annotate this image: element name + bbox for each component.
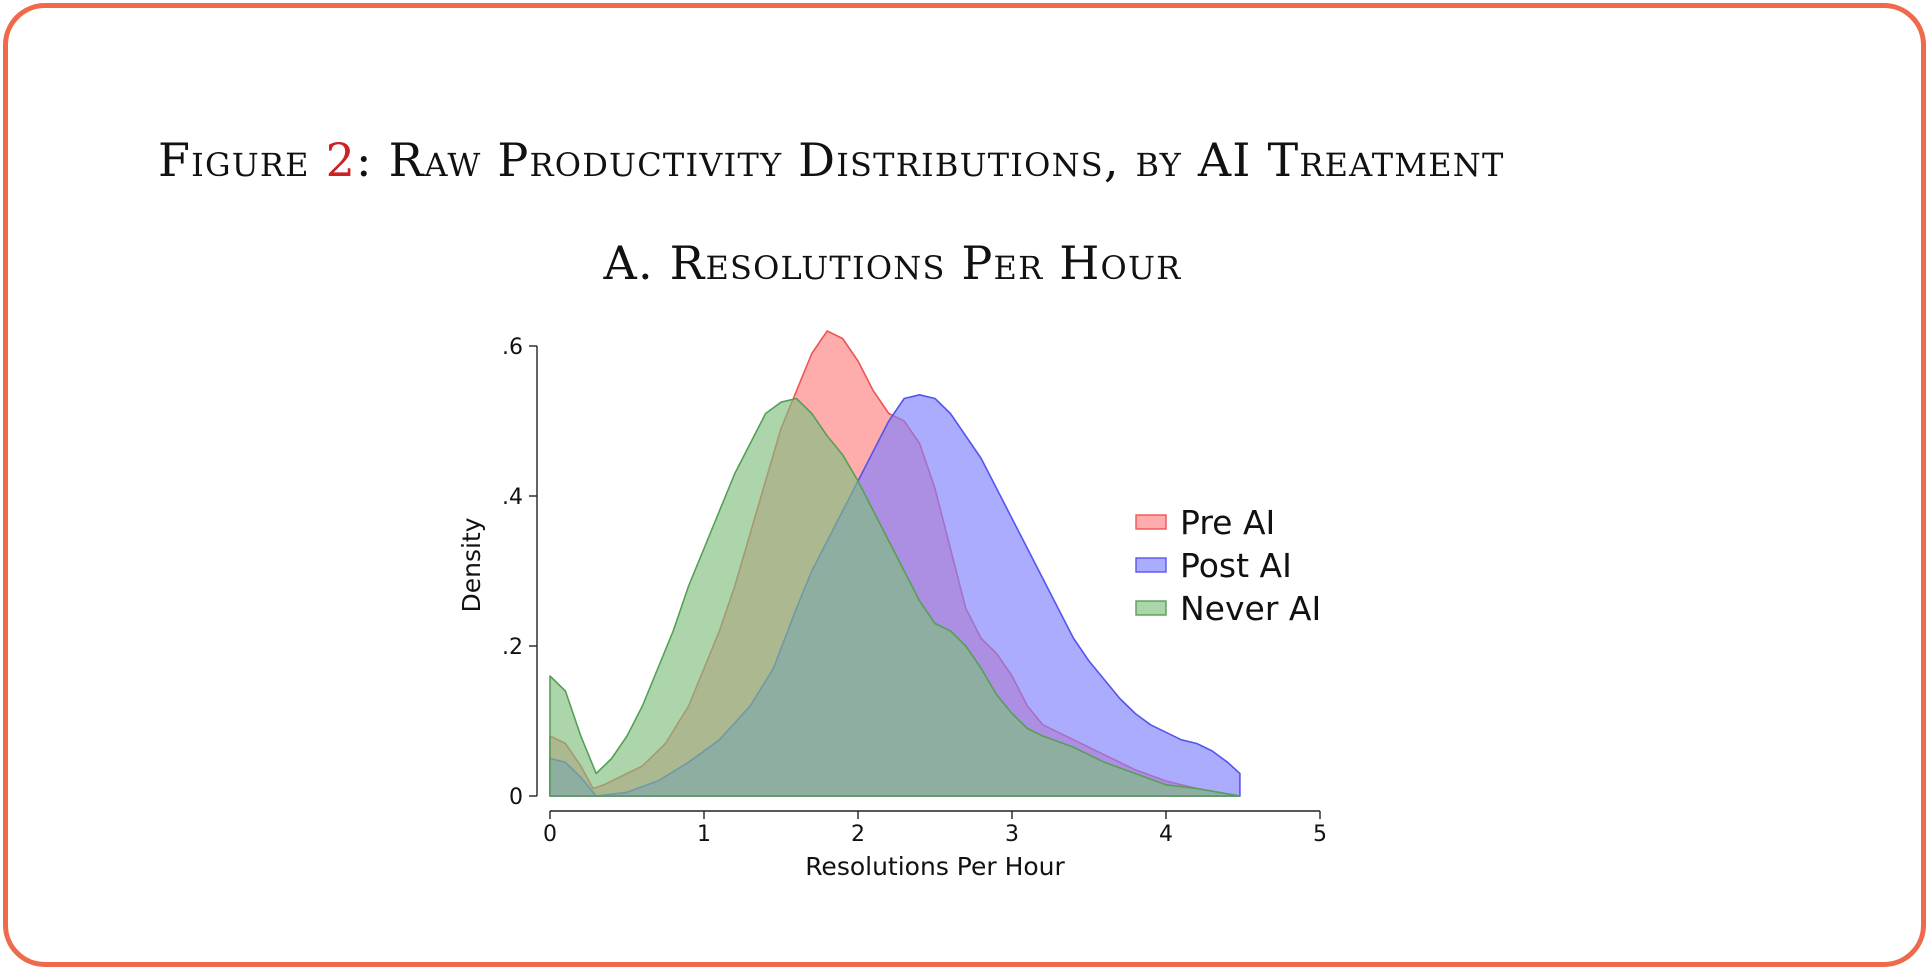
chart-axes: 0 .2 .4 .6 0 1 2 3 4 5 Resolutions Per Hour Density — [457, 335, 1327, 881]
area-never-ai — [549, 397, 1241, 797]
x-axis-label: Resolutions Per Hour — [805, 852, 1065, 881]
legend-label: Never AI — [1180, 589, 1321, 628]
y-tick-label: .4 — [502, 485, 523, 510]
y-tick-label: .6 — [502, 335, 523, 360]
figure-number: 2 — [325, 133, 357, 187]
x-tick-label: 5 — [1313, 822, 1327, 847]
legend-swatch — [1135, 514, 1167, 530]
legend-item-pre-ai: Pre AI — [1135, 503, 1275, 542]
density-areas — [549, 330, 1241, 797]
legend-swatch — [1135, 600, 1167, 616]
figure-title-prefix: Figure — [158, 133, 326, 187]
x-tick-label: 1 — [697, 822, 711, 847]
figure-title-text: : Raw Productivity Distributions, by AI … — [356, 133, 1505, 187]
x-tick-label: 0 — [543, 822, 557, 847]
legend-item-never-ai: Never AI — [1135, 589, 1321, 628]
x-tick-label: 2 — [851, 822, 865, 847]
x-tick-label: 4 — [1159, 822, 1173, 847]
chart-legend: Pre AI Post AI Never AI — [1135, 503, 1321, 628]
legend-swatch — [1135, 557, 1167, 573]
y-tick-label: 0 — [509, 785, 523, 810]
legend-label: Post AI — [1180, 546, 1292, 585]
panel-title: A. Resolutions Per Hour — [603, 236, 1182, 290]
legend-item-post-ai: Post AI — [1135, 546, 1292, 585]
y-axis-label: Density — [457, 517, 486, 612]
figure-title: Figure 2: Raw Productivity Distributions… — [158, 133, 1505, 187]
y-tick-label: .2 — [502, 635, 523, 660]
x-tick-label: 3 — [1005, 822, 1019, 847]
legend-label: Pre AI — [1180, 503, 1275, 542]
